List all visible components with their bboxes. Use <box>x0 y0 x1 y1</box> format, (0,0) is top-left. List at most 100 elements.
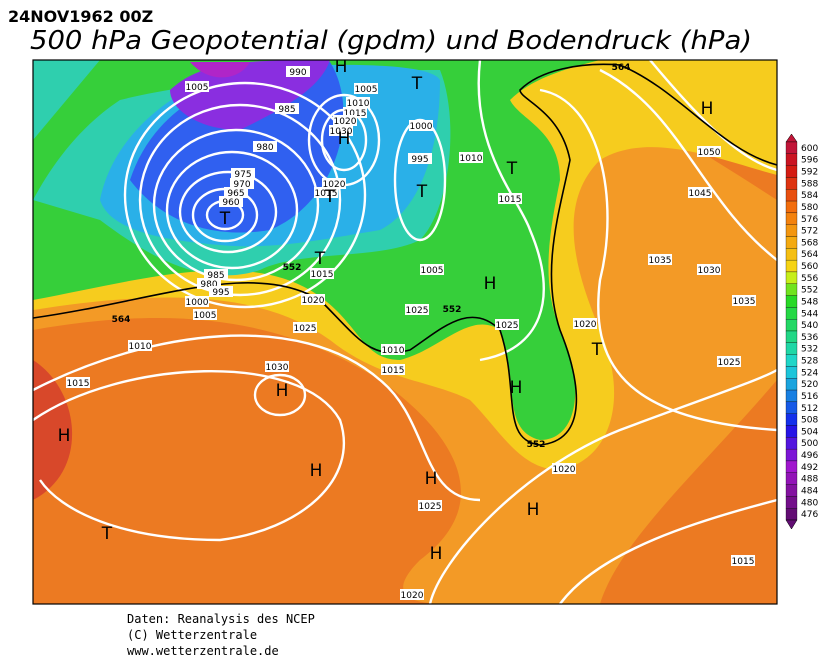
isobar-label-bg <box>197 278 221 289</box>
legend-swatch <box>785 330 798 343</box>
legend-label: 560 <box>801 262 818 272</box>
isobar-label-bg <box>219 196 243 207</box>
pressure-center: T <box>219 209 231 229</box>
isobar-label: 1020 <box>334 117 357 127</box>
pressure-center: H <box>335 57 348 77</box>
isobar-label: 1020 <box>302 296 325 306</box>
isobar-label: 965 <box>227 189 244 199</box>
pressure-center: T <box>411 74 423 94</box>
isobar-label-bg <box>354 83 378 94</box>
isobar-label-bg <box>697 146 721 157</box>
geopotential-label: 564 <box>112 315 131 325</box>
isobar-label-bg <box>293 322 317 333</box>
legend-arrow-top <box>785 133 798 143</box>
isobar-label: 1015 <box>315 189 338 199</box>
isobar-label-bg <box>648 254 672 265</box>
isobar-label-bg <box>409 120 433 131</box>
legend-swatch <box>785 189 798 202</box>
isobar-label: 960 <box>222 198 239 208</box>
legend-swatch <box>785 200 798 214</box>
legend-swatch <box>785 319 798 332</box>
isobar-label-bg <box>732 295 756 306</box>
isobar-label: 995 <box>411 155 428 165</box>
isobar-label-bg <box>343 107 367 118</box>
legend-label: 496 <box>801 451 818 461</box>
legend-label: 512 <box>801 404 818 414</box>
isobar-label: 1020 <box>574 320 597 330</box>
pressure-center: T <box>591 340 603 360</box>
isobar-label: 1025 <box>419 502 442 512</box>
isobar-label-bg <box>275 103 299 114</box>
isobar-label-bg <box>185 81 209 92</box>
geopotential-label: 552 <box>283 263 302 273</box>
overlays: 1005990100510101015102010309859809759709… <box>58 57 819 656</box>
legend-label: 504 <box>801 427 818 437</box>
isobar-label: 1015 <box>311 270 334 280</box>
isobar-label: 1015 <box>732 557 755 567</box>
legend-swatch <box>785 224 798 237</box>
isobar-label: 995 <box>212 288 229 298</box>
pressure-center: H <box>430 544 443 564</box>
isobar-label: 1020 <box>323 180 346 190</box>
isobar-label-bg <box>400 589 424 600</box>
legend-swatch <box>785 448 798 462</box>
isobar-label-bg <box>552 463 576 474</box>
isobar-label-bg <box>381 364 405 375</box>
legend-label: 584 <box>801 191 818 201</box>
geopotential-label: 552 <box>527 440 546 450</box>
isobar-label: 1005 <box>421 266 444 276</box>
isobar-label: 980 <box>200 280 217 290</box>
isobar-label: 1025 <box>718 358 741 368</box>
geopotential-label: 564 <box>612 63 631 73</box>
isobar-label: 1015 <box>344 109 367 119</box>
isobar-label-bg <box>408 153 432 164</box>
isobar-label: 1010 <box>382 346 405 356</box>
legend-label: 568 <box>801 238 818 248</box>
map-frame <box>32 59 778 605</box>
geopotential-label: 552 <box>443 305 462 315</box>
isobar-label: 1050 <box>698 148 721 158</box>
isobar-label-bg <box>717 356 741 367</box>
legend-label: 484 <box>801 486 818 496</box>
isobar-label: 985 <box>278 105 295 115</box>
legend-label: 540 <box>801 321 818 331</box>
legend-swatch <box>785 425 798 438</box>
legend-label: 580 <box>801 203 818 213</box>
legend-label: 528 <box>801 357 818 367</box>
isobar-label: 1030 <box>330 127 353 137</box>
legend-label: 596 <box>801 156 818 166</box>
isobar-label-bg <box>185 296 209 307</box>
legend-swatch <box>785 508 798 521</box>
isobar-label-bg <box>420 264 444 275</box>
isobar-label-bg <box>209 286 233 297</box>
legend-label: 488 <box>801 475 818 485</box>
isobar-label-bg <box>286 66 310 77</box>
isobar-label-bg <box>333 115 357 126</box>
legend-swatch <box>785 259 798 273</box>
isobar-label: 1045 <box>689 189 712 199</box>
legend-swatch <box>785 212 798 225</box>
legend-swatch <box>785 389 798 403</box>
legend-swatch <box>785 177 798 190</box>
map-date: 24NOV1962 00Z <box>8 7 153 26</box>
legend-label: 480 <box>801 498 818 508</box>
isobar-label: 1035 <box>649 256 672 266</box>
isobar-label-bg <box>193 309 217 320</box>
isobar-label-bg <box>459 152 483 163</box>
isobar-label: 980 <box>256 143 273 153</box>
footer-line: www.wetterzentrale.de <box>127 644 279 656</box>
legend-swatch <box>785 295 798 308</box>
isobar-label: 1015 <box>382 366 405 376</box>
isobar-label: 990 <box>289 68 306 78</box>
legend-swatch <box>785 307 798 320</box>
isobar-label: 1000 <box>186 298 209 308</box>
isobar-label-bg <box>498 193 522 204</box>
pressure-center: T <box>314 249 326 269</box>
isobar-label-bg <box>381 344 405 355</box>
legend-label: 588 <box>801 179 818 189</box>
pressure-center: H <box>58 426 71 446</box>
legend-label: 592 <box>801 168 818 178</box>
pressure-center: T <box>416 182 428 202</box>
legend-label: 476 <box>801 510 818 520</box>
legend-arrow-bottom <box>785 519 798 530</box>
